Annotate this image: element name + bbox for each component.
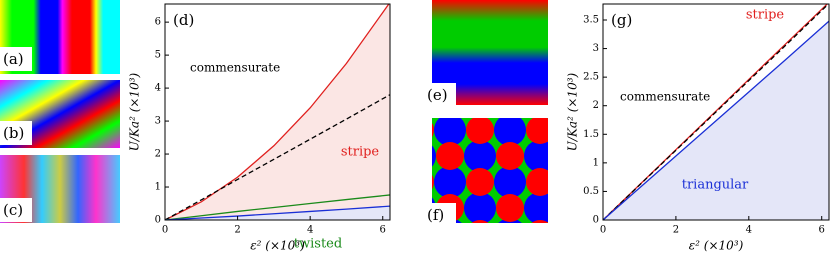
y-tick-label: 2.5 <box>583 72 599 83</box>
label-box <box>0 198 32 222</box>
plot-area <box>603 4 829 220</box>
y-tick-label: 1 <box>155 182 161 193</box>
y-tick-label: 2 <box>155 149 161 160</box>
annotation: commensurate <box>190 61 280 75</box>
x-axis-title: ε² (×10³) <box>250 239 305 253</box>
y-tick-label: 0 <box>593 215 599 226</box>
y-tick-label: 1.5 <box>583 129 599 140</box>
panel-label: (f) <box>427 206 444 224</box>
y-axis-title: U/Ka² (×10³) <box>128 72 142 151</box>
axes-frame <box>602 3 830 221</box>
x-tick-label: 4 <box>307 225 313 236</box>
panel-label: (e) <box>427 86 448 104</box>
label-box <box>169 8 203 32</box>
y-tick-label: 0.5 <box>583 186 599 197</box>
annotation: commensurate <box>620 90 710 104</box>
series-line <box>165 94 390 220</box>
axes-frame <box>164 3 391 221</box>
series-line <box>165 194 390 220</box>
x-tick-label: 4 <box>746 225 752 236</box>
image-panels: (a) (b) (c) (e) (f) <box>0 0 548 227</box>
y-axis-title: U/Ka² (×10³) <box>566 72 580 151</box>
series-label: triangular <box>682 178 749 193</box>
label-box <box>0 121 32 145</box>
label-box <box>0 47 32 71</box>
chart: stripe triangular 0 2 4 6 0 0.5 1 1.5 2 2.5 3 3.5 ε² (… <box>566 3 830 253</box>
y-tick-label: 4 <box>155 83 161 94</box>
y-tick-label: 3 <box>593 43 599 54</box>
x-tick-label: 0 <box>600 225 606 236</box>
x-tick-label: 6 <box>819 225 825 236</box>
x-tick-label: 2 <box>673 225 679 236</box>
series-label: stripe <box>341 145 380 160</box>
panel-label: (g) <box>611 11 632 29</box>
panel-label: (c) <box>3 201 23 219</box>
series-label: stripe <box>746 8 785 23</box>
x-tick-label: 2 <box>234 225 240 236</box>
y-tick-label: 3 <box>155 116 161 127</box>
panel-label: (b) <box>3 124 24 142</box>
series-line <box>165 4 390 220</box>
y-tick-label: 6 <box>155 17 161 28</box>
label-box <box>424 83 456 107</box>
region-fill <box>603 21 829 220</box>
region-fill <box>165 206 390 220</box>
panel-label: (a) <box>3 50 24 68</box>
series-line <box>603 20 829 220</box>
series-line <box>165 205 390 220</box>
y-tick-label: 2 <box>593 100 599 111</box>
y-tick-label: 1 <box>593 157 599 168</box>
label-box <box>424 203 456 227</box>
y-tick-label: 0 <box>155 215 161 226</box>
series-line <box>603 4 829 220</box>
label-box <box>607 8 641 32</box>
x-axis-title: ε² (×10³) <box>689 239 744 253</box>
region-fill <box>165 4 390 220</box>
chart: stripe twisted 0 2 4 6 0 1 2 3 4 5 6 ε² (×10³) U/Ka² (… <box>128 3 391 253</box>
x-tick-label: 6 <box>380 225 386 236</box>
plot-area <box>165 4 390 220</box>
panel-label: (d) <box>173 11 194 29</box>
y-tick-label: 3.5 <box>583 15 599 26</box>
x-tick-label: 0 <box>162 225 168 236</box>
series-label: twisted <box>294 237 342 252</box>
y-tick-label: 5 <box>155 50 161 61</box>
